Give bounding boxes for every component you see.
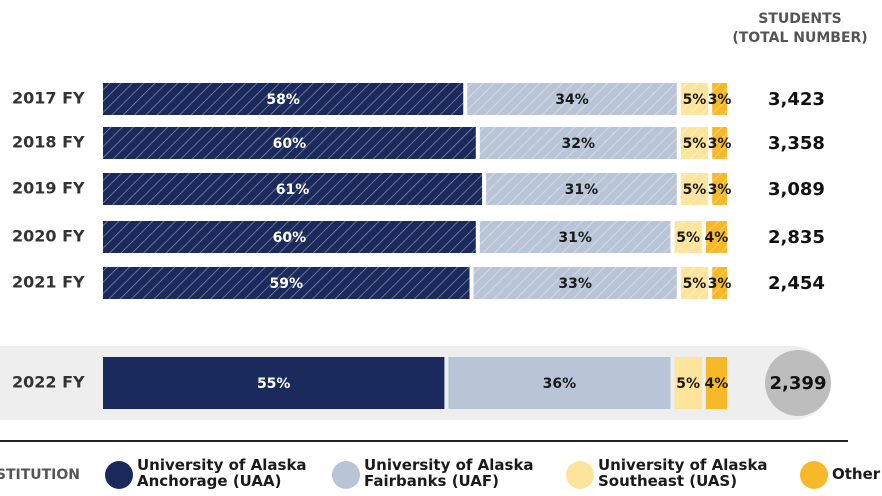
data-label: 60% [273, 230, 307, 246]
data-label: 55% [257, 376, 291, 392]
legend-title: INSTITUTION [0, 467, 80, 483]
column-header: (TOTAL NUMBER) [732, 30, 867, 46]
bar-segment [473, 267, 677, 299]
data-label: 5% [683, 182, 707, 198]
bar-segment [680, 83, 709, 115]
data-label: 3% [708, 276, 732, 292]
legend-marker [566, 461, 594, 489]
legend-label: Other [832, 465, 881, 483]
data-label: 4% [705, 376, 729, 392]
bar-segment [680, 127, 709, 159]
bar-segment [712, 127, 727, 159]
data-label: 5% [683, 276, 707, 292]
bar-segment [103, 83, 464, 115]
y-tick-label: 2019 FY [12, 179, 85, 198]
total-label: 2,454 [768, 273, 825, 294]
y-tick-label: 2020 FY [12, 227, 85, 246]
data-label: 58% [266, 92, 300, 108]
data-label: 3% [708, 136, 732, 152]
legend-marker [332, 461, 360, 489]
data-label: 5% [676, 376, 700, 392]
data-label: 59% [270, 276, 304, 292]
bar-segment [712, 267, 727, 299]
column-header: STUDENTS [758, 11, 842, 27]
total-label: 3,423 [768, 89, 825, 110]
bar-segment [486, 173, 677, 205]
legend-label: University of Alaska Southeast (UAS) [598, 456, 768, 490]
legend-marker [800, 461, 828, 489]
data-label: 4% [705, 230, 729, 246]
bar-segment [680, 173, 709, 205]
bar-segment [479, 221, 671, 253]
data-label: 5% [676, 230, 700, 246]
legend-marker [105, 461, 133, 489]
bar-segment [680, 267, 709, 299]
data-label: 3% [708, 182, 732, 198]
bar-segment [103, 267, 470, 299]
bar-segment [448, 357, 671, 409]
total-label: 2,399 [770, 373, 827, 394]
legend-label: University of Alaska Fairbanks (UAF) [364, 456, 534, 490]
data-label: 60% [273, 136, 307, 152]
total-label: 3,358 [768, 133, 825, 154]
data-label: 36% [543, 376, 577, 392]
y-tick-label: 2021 FY [12, 273, 85, 292]
bar-segment [103, 221, 476, 253]
data-label: 61% [276, 182, 310, 198]
data-label: 31% [565, 182, 599, 198]
bar-segment [479, 127, 677, 159]
data-label: 5% [683, 92, 707, 108]
bar-segment [467, 83, 677, 115]
total-label: 2,835 [768, 227, 825, 248]
bar-segment [103, 127, 476, 159]
bar-segment [705, 357, 727, 409]
bar-segment [674, 221, 702, 253]
bar-segment [712, 173, 727, 205]
bar-segment [705, 221, 727, 253]
y-tick-label: 2022 FY [12, 373, 85, 392]
bar-segment [103, 173, 483, 205]
data-label: 33% [558, 276, 592, 292]
data-label: 32% [562, 136, 596, 152]
bar-segment [674, 357, 702, 409]
legend-label: University of Alaska Anchorage (UAA) [137, 456, 307, 490]
bar-segment [103, 357, 445, 409]
y-tick-label: 2017 FY [12, 89, 85, 108]
y-tick-label: 2018 FY [12, 133, 85, 152]
data-label: 3% [708, 92, 732, 108]
bar-segment [712, 83, 727, 115]
total-circle [765, 350, 831, 416]
data-label: 31% [558, 230, 592, 246]
data-label: 5% [683, 136, 707, 152]
data-label: 34% [555, 92, 589, 108]
total-label: 3,089 [768, 179, 825, 200]
